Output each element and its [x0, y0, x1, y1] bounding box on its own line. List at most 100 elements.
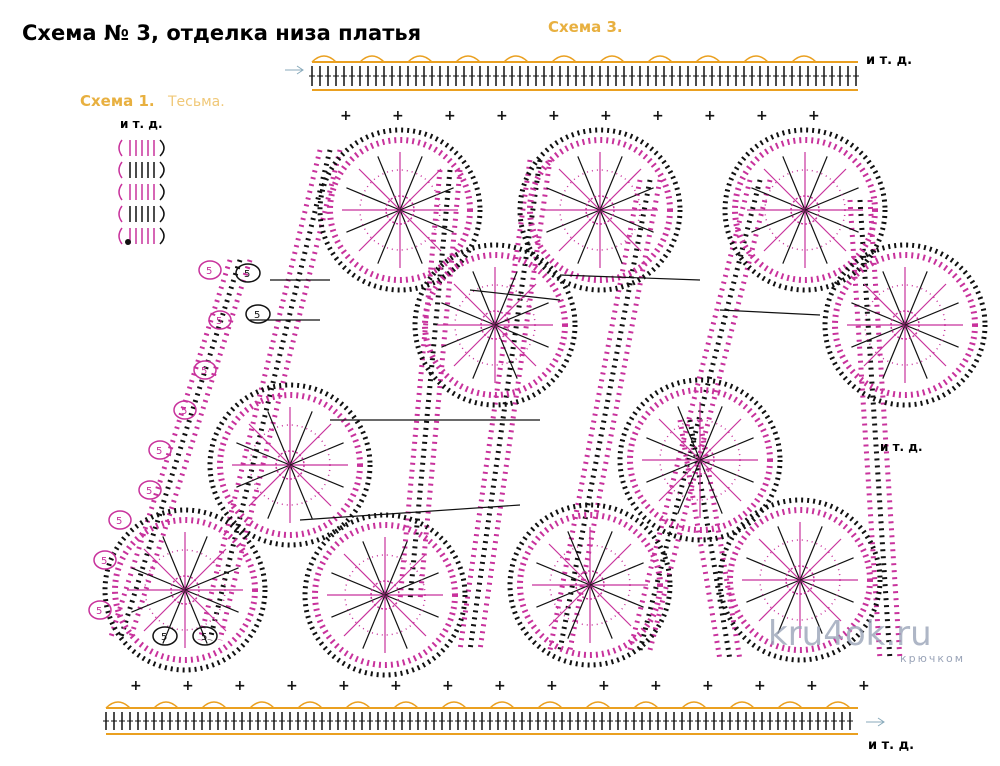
plus: +: [392, 108, 404, 124]
spoke: [763, 168, 806, 211]
spoke: [267, 464, 291, 519]
spoke: [384, 594, 427, 637]
spoke: [804, 209, 859, 233]
lace-band: [847, 199, 883, 661]
spoke: [677, 459, 701, 514]
etc-label: и т. д.: [866, 53, 912, 68]
ring: [312, 522, 458, 668]
plus: +: [806, 678, 818, 694]
ring: [217, 392, 363, 538]
spoke: [599, 209, 623, 264]
ring: [759, 539, 841, 621]
chain: [469, 289, 561, 301]
ring: [627, 387, 773, 533]
chain: [719, 309, 821, 316]
ring: [102, 507, 268, 673]
spoke: [589, 562, 644, 586]
loop: [159, 227, 165, 245]
spoke: [362, 541, 386, 596]
spoke: [589, 584, 632, 627]
loop: [118, 161, 123, 179]
spoke: [577, 156, 601, 211]
loop-count: 5: [156, 446, 162, 457]
spoke: [699, 459, 742, 502]
spoke: [904, 302, 959, 326]
ring: [890, 310, 920, 340]
loop: [148, 440, 172, 460]
loop: [647, 55, 673, 63]
spoke: [758, 538, 801, 581]
loop: [393, 701, 419, 709]
spoke: [567, 584, 591, 639]
ring: [864, 284, 946, 366]
spoke: [248, 464, 291, 507]
loop: [359, 55, 385, 63]
spoke: [599, 209, 654, 233]
ring: [527, 137, 673, 283]
plus: +: [704, 108, 716, 124]
spoke: [358, 168, 401, 211]
plus: +: [598, 678, 610, 694]
crochet-pattern: 5 5 5 5 5 5 5 5 5 5 5 5 5 + + + + + + + + + + + + + + + + + + + + + + + + +: [88, 55, 988, 735]
loop: [93, 550, 117, 570]
loop: [235, 263, 261, 283]
spoke: [763, 209, 806, 252]
spoke: [343, 553, 386, 596]
ring: [275, 450, 305, 480]
spoke: [699, 459, 754, 483]
lace-band: [397, 169, 443, 601]
spoke: [494, 324, 537, 367]
spoke: [863, 283, 906, 326]
loop-count: 5: [181, 406, 187, 417]
spoke: [777, 526, 801, 581]
plus: +: [234, 678, 246, 694]
spoke: [184, 589, 227, 632]
spoke: [384, 541, 408, 596]
loop: [455, 55, 481, 63]
plus: +: [182, 678, 194, 694]
lace-band: [417, 169, 463, 601]
spoke: [184, 589, 208, 644]
spoke: [904, 324, 947, 367]
spoke: [346, 187, 401, 211]
loop: [743, 55, 769, 63]
spoke: [799, 526, 823, 581]
ring: [370, 580, 400, 610]
plus: +: [442, 678, 454, 694]
loop: [152, 626, 178, 646]
arrow: [866, 717, 885, 727]
loop: [345, 701, 371, 709]
spoke: [143, 589, 186, 632]
spoke: [699, 437, 754, 461]
loop: [138, 480, 162, 500]
spoke: [472, 324, 496, 379]
loop: [407, 55, 433, 63]
chain: [559, 274, 701, 281]
loop: [88, 600, 112, 620]
plus: +: [546, 678, 558, 694]
lace-band: [867, 199, 903, 661]
spoke: [599, 187, 654, 211]
plus: +: [286, 678, 298, 694]
spoke: [494, 324, 518, 379]
title: Схема № 3, отделка низа платья: [22, 21, 421, 45]
loop: [681, 701, 707, 709]
plus: +: [390, 678, 402, 694]
spoke: [646, 459, 701, 483]
scheme-label: Схема 3.: [548, 18, 623, 36]
loop: [633, 701, 659, 709]
ring: [764, 169, 846, 251]
ring: [302, 512, 468, 678]
etc-label: и т. д.: [880, 440, 923, 454]
plus: +: [808, 108, 820, 124]
spoke: [904, 271, 928, 326]
ring: [454, 284, 536, 366]
spoke: [699, 418, 742, 461]
spoke: [799, 579, 823, 634]
spoke: [362, 594, 386, 649]
spoke: [536, 562, 591, 586]
spoke: [343, 594, 386, 637]
loop: [489, 701, 515, 709]
loop: [729, 701, 755, 709]
